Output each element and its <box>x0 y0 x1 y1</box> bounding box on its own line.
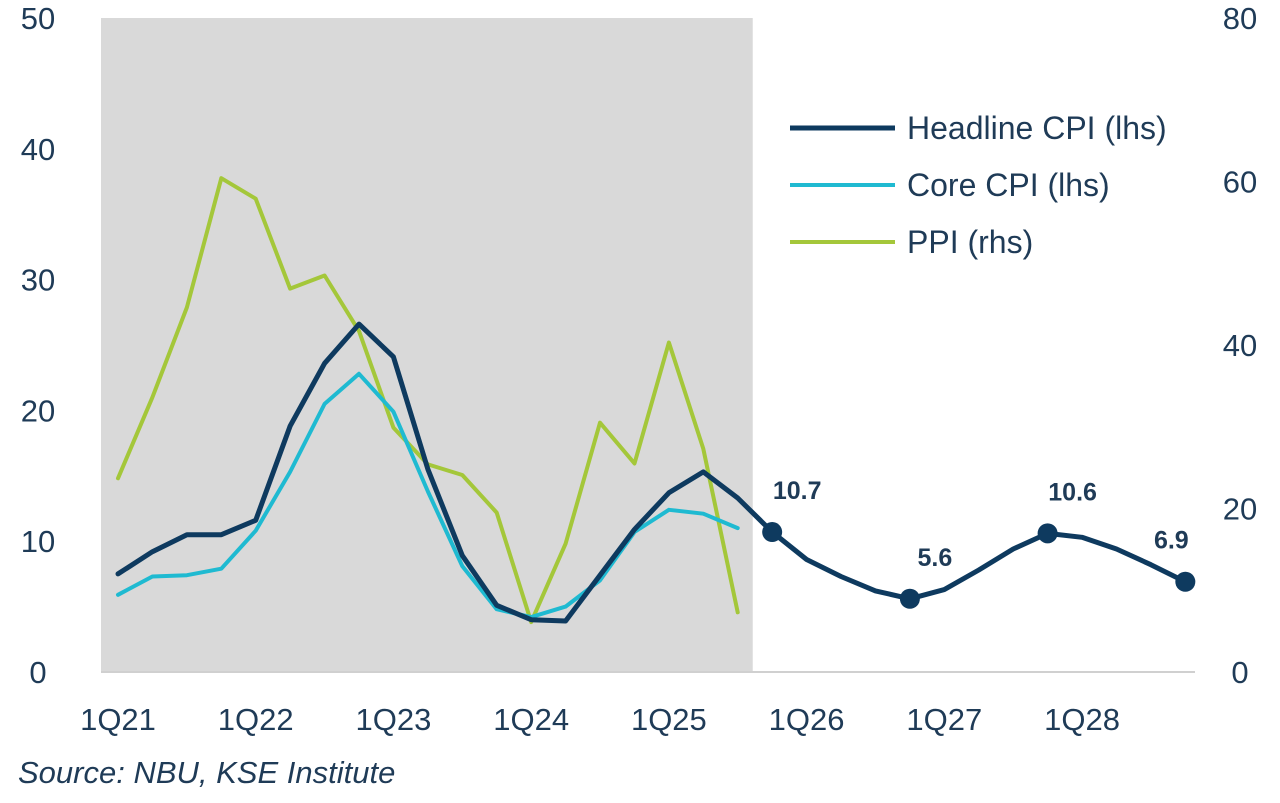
left-tick-label: 30 <box>21 263 55 298</box>
left-tick-label: 50 <box>21 1 55 36</box>
legend-label: Headline CPI (lhs) <box>907 110 1167 146</box>
data-point-marker <box>899 588 920 609</box>
left-tick-label: 40 <box>21 132 55 167</box>
right-tick-label: 20 <box>1223 492 1257 527</box>
right-tick-label: 60 <box>1223 165 1257 200</box>
x-tick-label: 1Q22 <box>218 702 294 737</box>
data-point-marker <box>1175 571 1196 592</box>
x-tick-label: 1Q23 <box>356 702 432 737</box>
marker-layer: 10.7 5.6 10.6 6.9 <box>762 477 1196 609</box>
x-tick-label: 1Q28 <box>1044 702 1120 737</box>
forecast-boundary-shading <box>101 18 753 672</box>
series-line-headline-cpi-lhs <box>115 321 1188 624</box>
legend-label: PPI (rhs) <box>907 224 1033 260</box>
data-point-marker <box>762 522 783 543</box>
left-tick-label: 10 <box>21 524 55 559</box>
data-label: 5.6 <box>918 544 953 572</box>
data-label: 10.7 <box>773 477 822 505</box>
x-tick-label: 1Q26 <box>769 702 845 737</box>
series-layer <box>115 176 1188 625</box>
left-tick-label: 20 <box>21 393 55 428</box>
right-tick-label: 80 <box>1223 1 1257 36</box>
x-tick-label: 1Q25 <box>631 702 707 737</box>
left-axis-ticks: 0 10 20 30 40 50 <box>21 1 55 690</box>
legend-label: Core CPI (lhs) <box>907 167 1110 203</box>
x-tick-label: 1Q24 <box>493 702 569 737</box>
source-note: Source: NBU, KSE Institute <box>18 755 396 790</box>
left-tick-label: 0 <box>29 655 46 690</box>
data-label: 10.6 <box>1048 478 1097 506</box>
right-axis-ticks: 0 20 40 60 80 <box>1223 1 1257 690</box>
data-label: 6.9 <box>1154 527 1189 555</box>
data-point-marker <box>1037 523 1058 544</box>
x-axis-ticks: 1Q21 1Q22 1Q23 1Q24 1Q25 1Q26 1Q27 1Q28 <box>80 702 1120 737</box>
x-tick-label: 1Q27 <box>906 702 982 737</box>
legend: Headline CPI (lhs) Core CPI (lhs) PPI (rhs… <box>790 110 1167 260</box>
x-tick-label: 1Q21 <box>80 702 156 737</box>
right-tick-label: 0 <box>1231 655 1248 690</box>
right-tick-label: 40 <box>1223 328 1257 363</box>
